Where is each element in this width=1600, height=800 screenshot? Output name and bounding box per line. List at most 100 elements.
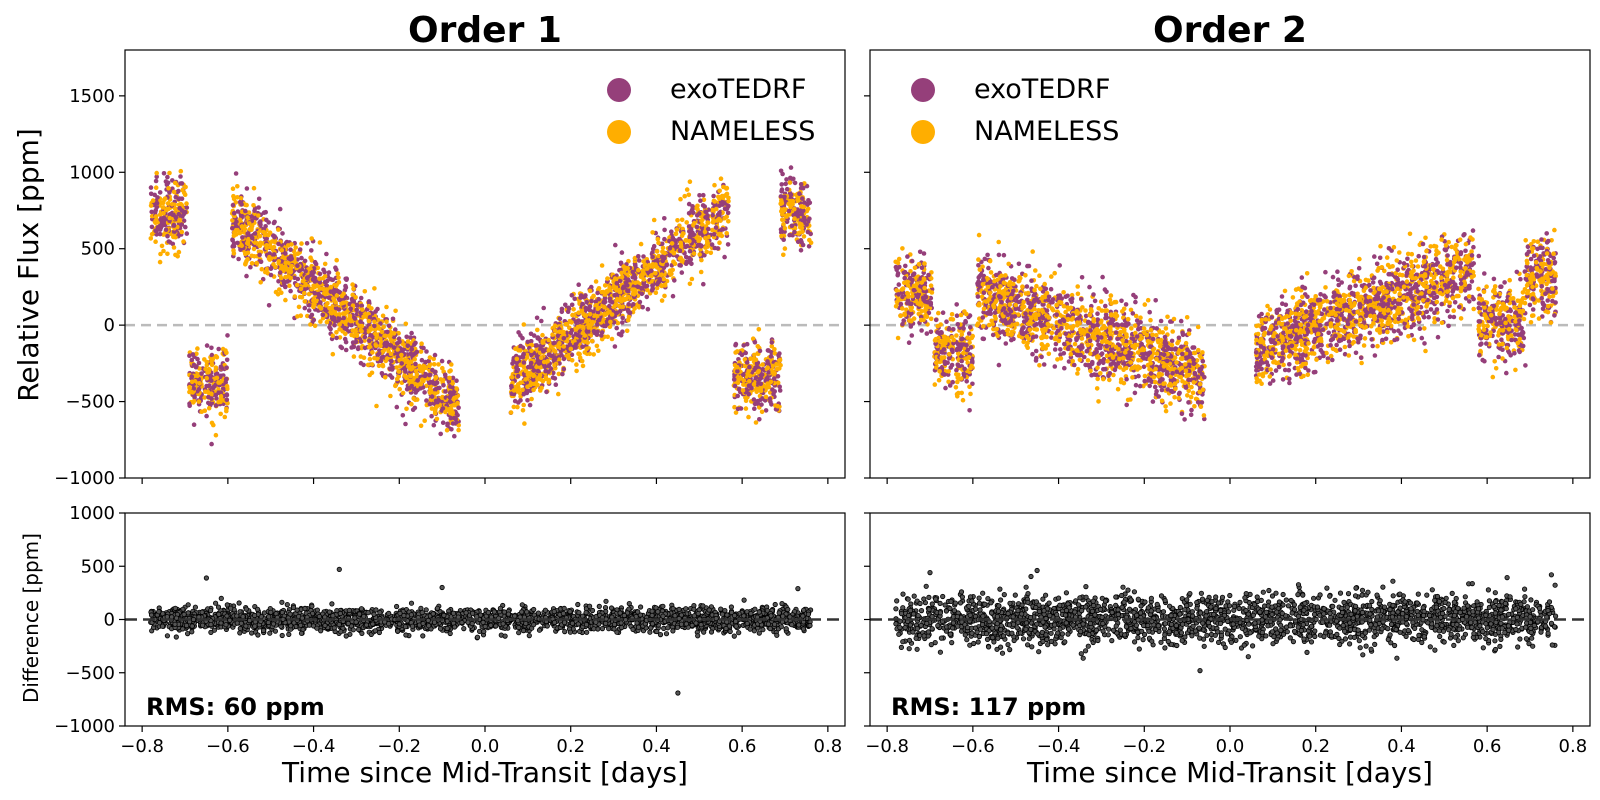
point-exotedrf	[333, 265, 338, 271]
point-nameless	[230, 218, 235, 223]
point-nameless	[659, 298, 665, 303]
point-exotedrf	[531, 368, 537, 373]
point-nameless	[895, 260, 901, 266]
point-exotedrf	[894, 267, 899, 273]
point-nameless	[252, 240, 258, 245]
point-exotedrf	[179, 181, 185, 186]
point-exotedrf	[324, 283, 330, 289]
point-nameless	[366, 303, 372, 309]
point-exotedrf	[414, 349, 420, 355]
point-nameless	[287, 283, 292, 289]
point-exotedrf	[302, 305, 308, 311]
point-exotedrf	[962, 366, 967, 372]
point-exotedrf	[175, 189, 180, 195]
point-exotedrf	[905, 254, 910, 259]
point-nameless	[538, 355, 544, 361]
point-nameless	[420, 377, 425, 383]
point-exotedrf	[792, 180, 798, 186]
point-exotedrf	[942, 361, 948, 367]
point-exotedrf	[967, 408, 972, 413]
point-nameless	[630, 291, 636, 297]
point-exotedrf	[596, 296, 601, 302]
point-nameless	[678, 244, 684, 249]
point-exotedrf	[909, 301, 914, 307]
point-exotedrf	[926, 272, 931, 278]
point-exotedrf	[372, 323, 377, 329]
point-nameless	[173, 206, 179, 212]
point-nameless	[161, 248, 166, 254]
point-nameless	[910, 293, 915, 299]
point-nameless	[409, 365, 415, 371]
point-exotedrf	[318, 300, 323, 305]
point-nameless	[508, 410, 514, 415]
point-nameless	[331, 296, 336, 301]
point-nameless	[158, 251, 163, 257]
point-exotedrf	[771, 376, 777, 381]
point-exotedrf	[157, 231, 163, 237]
point-nameless	[959, 376, 964, 381]
point-nameless	[604, 288, 610, 294]
point-nameless	[323, 291, 328, 297]
point-nameless	[311, 298, 316, 303]
point-exotedrf	[921, 251, 927, 256]
point-nameless	[379, 329, 385, 335]
point-nameless	[1107, 377, 1112, 383]
point-exotedrf	[209, 400, 215, 406]
point-nameless	[577, 351, 582, 357]
point-exotedrf	[1189, 407, 1194, 413]
point-exotedrf	[276, 279, 281, 284]
point-exotedrf	[744, 360, 750, 365]
point-exotedrf	[422, 390, 427, 395]
point-exotedrf	[801, 215, 807, 220]
point-exotedrf	[594, 332, 600, 337]
point-nameless	[216, 399, 221, 405]
point-nameless	[599, 263, 605, 268]
point-nameless	[919, 309, 925, 314]
point-nameless	[566, 353, 571, 359]
point-exotedrf	[306, 308, 312, 313]
point-nameless	[536, 376, 542, 382]
point-exotedrf	[569, 293, 575, 298]
point-nameless	[317, 286, 323, 291]
point-exotedrf	[455, 412, 460, 418]
point-nameless	[368, 325, 373, 331]
point-nameless	[376, 363, 382, 369]
point-exotedrf	[177, 196, 182, 201]
point-nameless	[546, 337, 551, 343]
point-exotedrf	[732, 383, 738, 389]
point-exotedrf	[390, 316, 396, 322]
point-exotedrf	[613, 242, 618, 248]
point-nameless	[756, 327, 762, 332]
point-nameless	[964, 311, 969, 317]
point-nameless	[784, 214, 789, 219]
point-nameless	[946, 379, 951, 385]
point-exotedrf	[896, 292, 901, 297]
point-nameless	[404, 375, 409, 381]
point-nameless	[408, 359, 414, 365]
point-exotedrf	[249, 214, 254, 219]
point-nameless	[922, 285, 927, 291]
point-exotedrf	[746, 391, 752, 397]
point-exotedrf	[591, 309, 596, 314]
point-exotedrf	[898, 301, 904, 307]
point-nameless	[443, 409, 448, 415]
point-nameless	[218, 393, 224, 399]
point-nameless	[295, 251, 301, 257]
point-nameless	[617, 289, 623, 295]
point-nameless	[947, 351, 952, 357]
point-exotedrf	[697, 231, 703, 236]
point-nameless	[165, 201, 171, 206]
point-exotedrf	[759, 402, 764, 407]
point-exotedrf	[557, 316, 563, 322]
point-nameless	[249, 226, 254, 232]
point-nameless	[585, 318, 591, 324]
point-nameless	[258, 240, 263, 246]
point-exotedrf	[317, 293, 322, 298]
point-nameless	[521, 402, 526, 408]
point-nameless	[427, 355, 433, 360]
point-nameless	[451, 396, 457, 401]
point-exotedrf	[448, 415, 454, 421]
point-exotedrf	[336, 315, 342, 321]
point-nameless	[534, 365, 539, 370]
point-exotedrf	[639, 285, 644, 291]
